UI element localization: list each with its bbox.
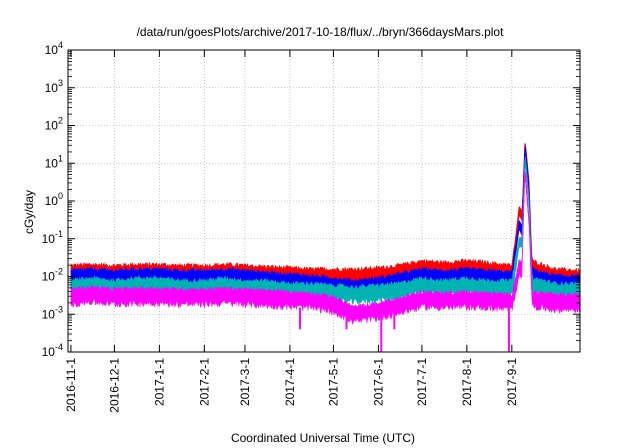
y-tick-label: 103 xyxy=(45,78,63,95)
x-tick-label: 2017-5-1 xyxy=(326,358,340,406)
x-tick-label: 2017-4-1 xyxy=(283,358,297,406)
y-tick-label: 10-2 xyxy=(42,267,63,284)
series-band-4 xyxy=(70,170,581,325)
y-tick-label: 10-4 xyxy=(42,342,63,359)
y-tick-label: 101 xyxy=(45,153,63,170)
x-tick-label: 2017-3-1 xyxy=(238,358,252,406)
x-tick-label: 2017-8-1 xyxy=(460,358,474,406)
x-tick-label: 2016-11-1 xyxy=(64,358,78,412)
x-tick-label: 2017-1-1 xyxy=(152,358,166,406)
x-tick-label: 2017-7-1 xyxy=(415,358,429,406)
x-axis-label: Coordinated Universal Time (UTC) xyxy=(231,431,415,445)
series-area-group xyxy=(70,142,581,352)
x-tick-label: 2017-2-1 xyxy=(197,358,211,406)
x-tick-label: 2017-9-1 xyxy=(505,358,519,406)
y-tick-label: 104 xyxy=(45,40,63,57)
y-tick-label: 10-3 xyxy=(42,304,63,321)
axis-ticks: 10-4 10-3 10-2 10-1 100 101 102 103 104 2016-11-1… xyxy=(42,40,580,413)
x-tick-label: 2017-6-1 xyxy=(371,358,385,406)
chart-title: /data/run/goesPlots/archive/2017-10-18/f… xyxy=(137,25,505,39)
y-tick-label: 100 xyxy=(45,191,63,208)
y-tick-label: 10-1 xyxy=(42,229,63,246)
x-tick-label: 2016-12-1 xyxy=(107,358,121,413)
y-axis-label: cGy/day xyxy=(22,190,36,234)
y-tick-label: 102 xyxy=(45,116,63,133)
